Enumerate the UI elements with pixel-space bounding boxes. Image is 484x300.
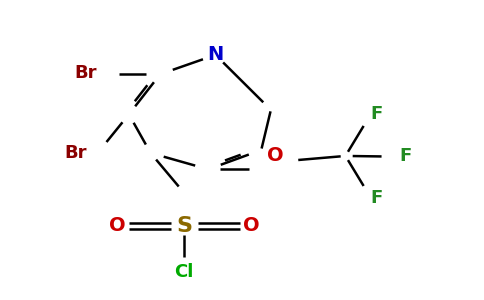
Text: Br: Br <box>65 144 87 162</box>
Text: F: F <box>399 147 412 165</box>
Text: F: F <box>371 105 383 123</box>
Text: Cl: Cl <box>175 263 194 281</box>
Text: Br: Br <box>75 64 97 82</box>
Text: O: O <box>108 216 125 235</box>
Text: O: O <box>267 146 284 165</box>
Text: O: O <box>243 216 260 235</box>
Text: S: S <box>176 216 192 236</box>
Text: F: F <box>371 189 383 207</box>
Text: N: N <box>208 45 224 64</box>
